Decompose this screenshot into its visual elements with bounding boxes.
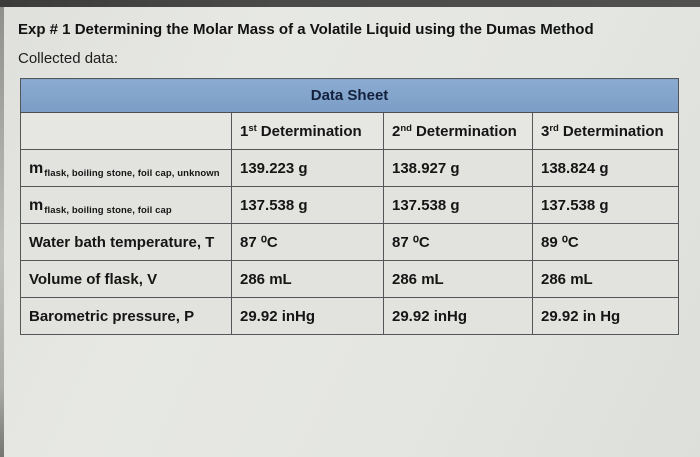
ordinal-number: 2 bbox=[392, 122, 401, 140]
table-caption-row: Data Sheet bbox=[19, 78, 680, 113]
column-header-word: Determination bbox=[260, 122, 362, 140]
row-label-mass-empty: mflask, boiling stone, foil cap bbox=[20, 186, 232, 224]
mass-subscript: flask, boiling stone, foil cap bbox=[44, 204, 172, 216]
cell-mass-unknown-det1: 139.223 g bbox=[231, 149, 384, 187]
column-header-word: Determination bbox=[415, 122, 517, 140]
mass-symbol: m bbox=[29, 196, 44, 214]
cell-volume-det1: 286 mL bbox=[231, 260, 384, 298]
ordinal-number: 1 bbox=[240, 122, 249, 140]
table-row-volume: Volume of flask, V 286 mL 286 mL 286 mL bbox=[20, 260, 680, 298]
page-title: Exp # 1 Determining the Molar Mass of a … bbox=[18, 21, 594, 38]
row-label-mass-with-unknown: mflask, boiling stone, foil cap, unknown bbox=[20, 149, 232, 187]
column-header-word: Determination bbox=[562, 122, 664, 140]
column-header-blank bbox=[20, 112, 232, 150]
ordinal-suffix: rd bbox=[549, 122, 559, 134]
cell-pressure-det1: 29.92 inHg bbox=[231, 297, 384, 335]
column-header-3rd-determination: 3rd Determination bbox=[531, 112, 680, 150]
mass-symbol: m bbox=[29, 159, 44, 177]
row-label-temperature: Water bath temperature, T bbox=[20, 223, 232, 261]
cell-volume-det3: 286 mL bbox=[531, 260, 680, 298]
collected-data-label: Collected data: bbox=[18, 50, 119, 67]
cell-temperature-det1: 87 ⁰C bbox=[231, 223, 384, 261]
left-bezel bbox=[0, 7, 4, 457]
cell-mass-unknown-det3: 138.824 g bbox=[531, 149, 680, 187]
row-label-pressure: Barometric pressure, P bbox=[20, 297, 232, 335]
cell-mass-empty-det3: 137.538 g bbox=[531, 186, 680, 224]
data-sheet-table: Data Sheet 1st Determination 2nd Determina… bbox=[19, 78, 680, 335]
cell-mass-empty-det1: 137.538 g bbox=[231, 186, 384, 224]
table-row-pressure: Barometric pressure, P 29.92 inHg 29.92 … bbox=[20, 297, 680, 335]
table-row-mass-empty: mflask, boiling stone, foil cap 137.538 … bbox=[20, 186, 680, 224]
ordinal-suffix: nd bbox=[400, 122, 412, 134]
cell-pressure-det3: 29.92 in Hg bbox=[531, 297, 680, 335]
table-row-temperature: Water bath temperature, T 87 ⁰C 87 ⁰C 89… bbox=[20, 223, 680, 261]
row-label-volume: Volume of flask, V bbox=[20, 260, 232, 298]
cell-mass-empty-det2: 137.538 g bbox=[383, 186, 533, 224]
cell-volume-det2: 286 mL bbox=[383, 260, 533, 298]
cell-mass-unknown-det2: 138.927 g bbox=[383, 149, 533, 187]
mass-subscript: flask, boiling stone, foil cap, unknown bbox=[44, 167, 220, 179]
cell-temperature-det2: 87 ⁰C bbox=[383, 223, 533, 261]
top-bezel bbox=[0, 0, 700, 7]
cell-pressure-det2: 29.92 inHg bbox=[383, 297, 533, 335]
ordinal-suffix: st bbox=[248, 122, 257, 134]
table-caption: Data Sheet bbox=[19, 78, 680, 113]
table-header-row: 1st Determination 2nd Determination 3rd Det… bbox=[20, 112, 680, 150]
table-row-mass-with-unknown: mflask, boiling stone, foil cap, unknown… bbox=[20, 149, 680, 187]
column-header-2nd-determination: 2nd Determination bbox=[383, 112, 533, 150]
cell-temperature-det3: 89 ⁰C bbox=[531, 223, 680, 261]
ordinal-number: 3 bbox=[541, 122, 550, 140]
column-header-1st-determination: 1st Determination bbox=[231, 112, 384, 150]
